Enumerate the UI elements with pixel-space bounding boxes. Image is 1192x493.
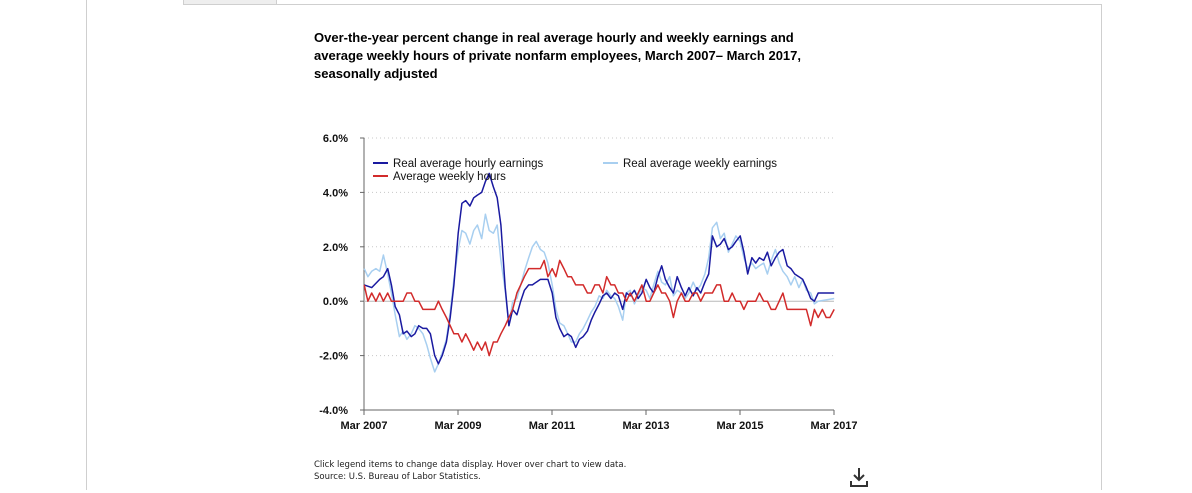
frame-right-border — [1101, 4, 1102, 490]
x-tick-labels: Mar 2007 Mar 2009 Mar 2011 Mar 2013 Mar 2015… — [340, 410, 858, 432]
x-tick-label: Mar 2011 — [529, 420, 575, 432]
y-tick-label: 0.0% — [323, 296, 348, 308]
chart-instructions: Click legend items to change data displa… — [314, 460, 627, 470]
x-tick-label: Mar 2013 — [622, 420, 669, 432]
chart-source: Source: U.S. Bureau of Labor Statistics. — [314, 472, 481, 482]
y-tick-label: 2.0% — [323, 242, 348, 254]
legend-item-average-weekly-hours[interactable]: Average weekly hours — [393, 171, 506, 183]
y-tick-label: -4.0% — [319, 405, 348, 417]
x-tick-label: Mar 2015 — [716, 420, 763, 432]
series-lines[interactable] — [363, 172, 835, 373]
series-line-average-weekly-hours[interactable] — [363, 259, 835, 357]
chart-title: Over-the-year percent change in real ave… — [314, 30, 801, 81]
x-tick-label: Mar 2007 — [340, 420, 387, 432]
y-tick-labels: 6.0% 4.0% 2.0% 0.0% -2.0% -4.0% — [319, 133, 364, 417]
frame-left-border — [86, 0, 87, 490]
x-tick-label: Mar 2009 — [434, 420, 481, 432]
x-tick-label: Mar 2017 — [810, 420, 857, 432]
y-tick-label: -2.0% — [319, 351, 348, 363]
series-line-real-average-hourly-earnings[interactable] — [363, 172, 835, 365]
legend[interactable]: Real average hourly earnings Real average… — [373, 158, 777, 183]
tab-stub — [183, 0, 277, 4]
y-tick-label: 4.0% — [323, 187, 348, 199]
download-icon[interactable] — [849, 466, 869, 488]
series-line-real-average-weekly-earnings[interactable] — [363, 213, 835, 373]
legend-item-real-average-hourly-earnings[interactable]: Real average hourly earnings — [393, 158, 543, 170]
legend-item-real-average-weekly-earnings[interactable]: Real average weekly earnings — [623, 158, 777, 170]
y-tick-label: 6.0% — [323, 133, 348, 145]
frame-top-border — [183, 4, 1102, 5]
